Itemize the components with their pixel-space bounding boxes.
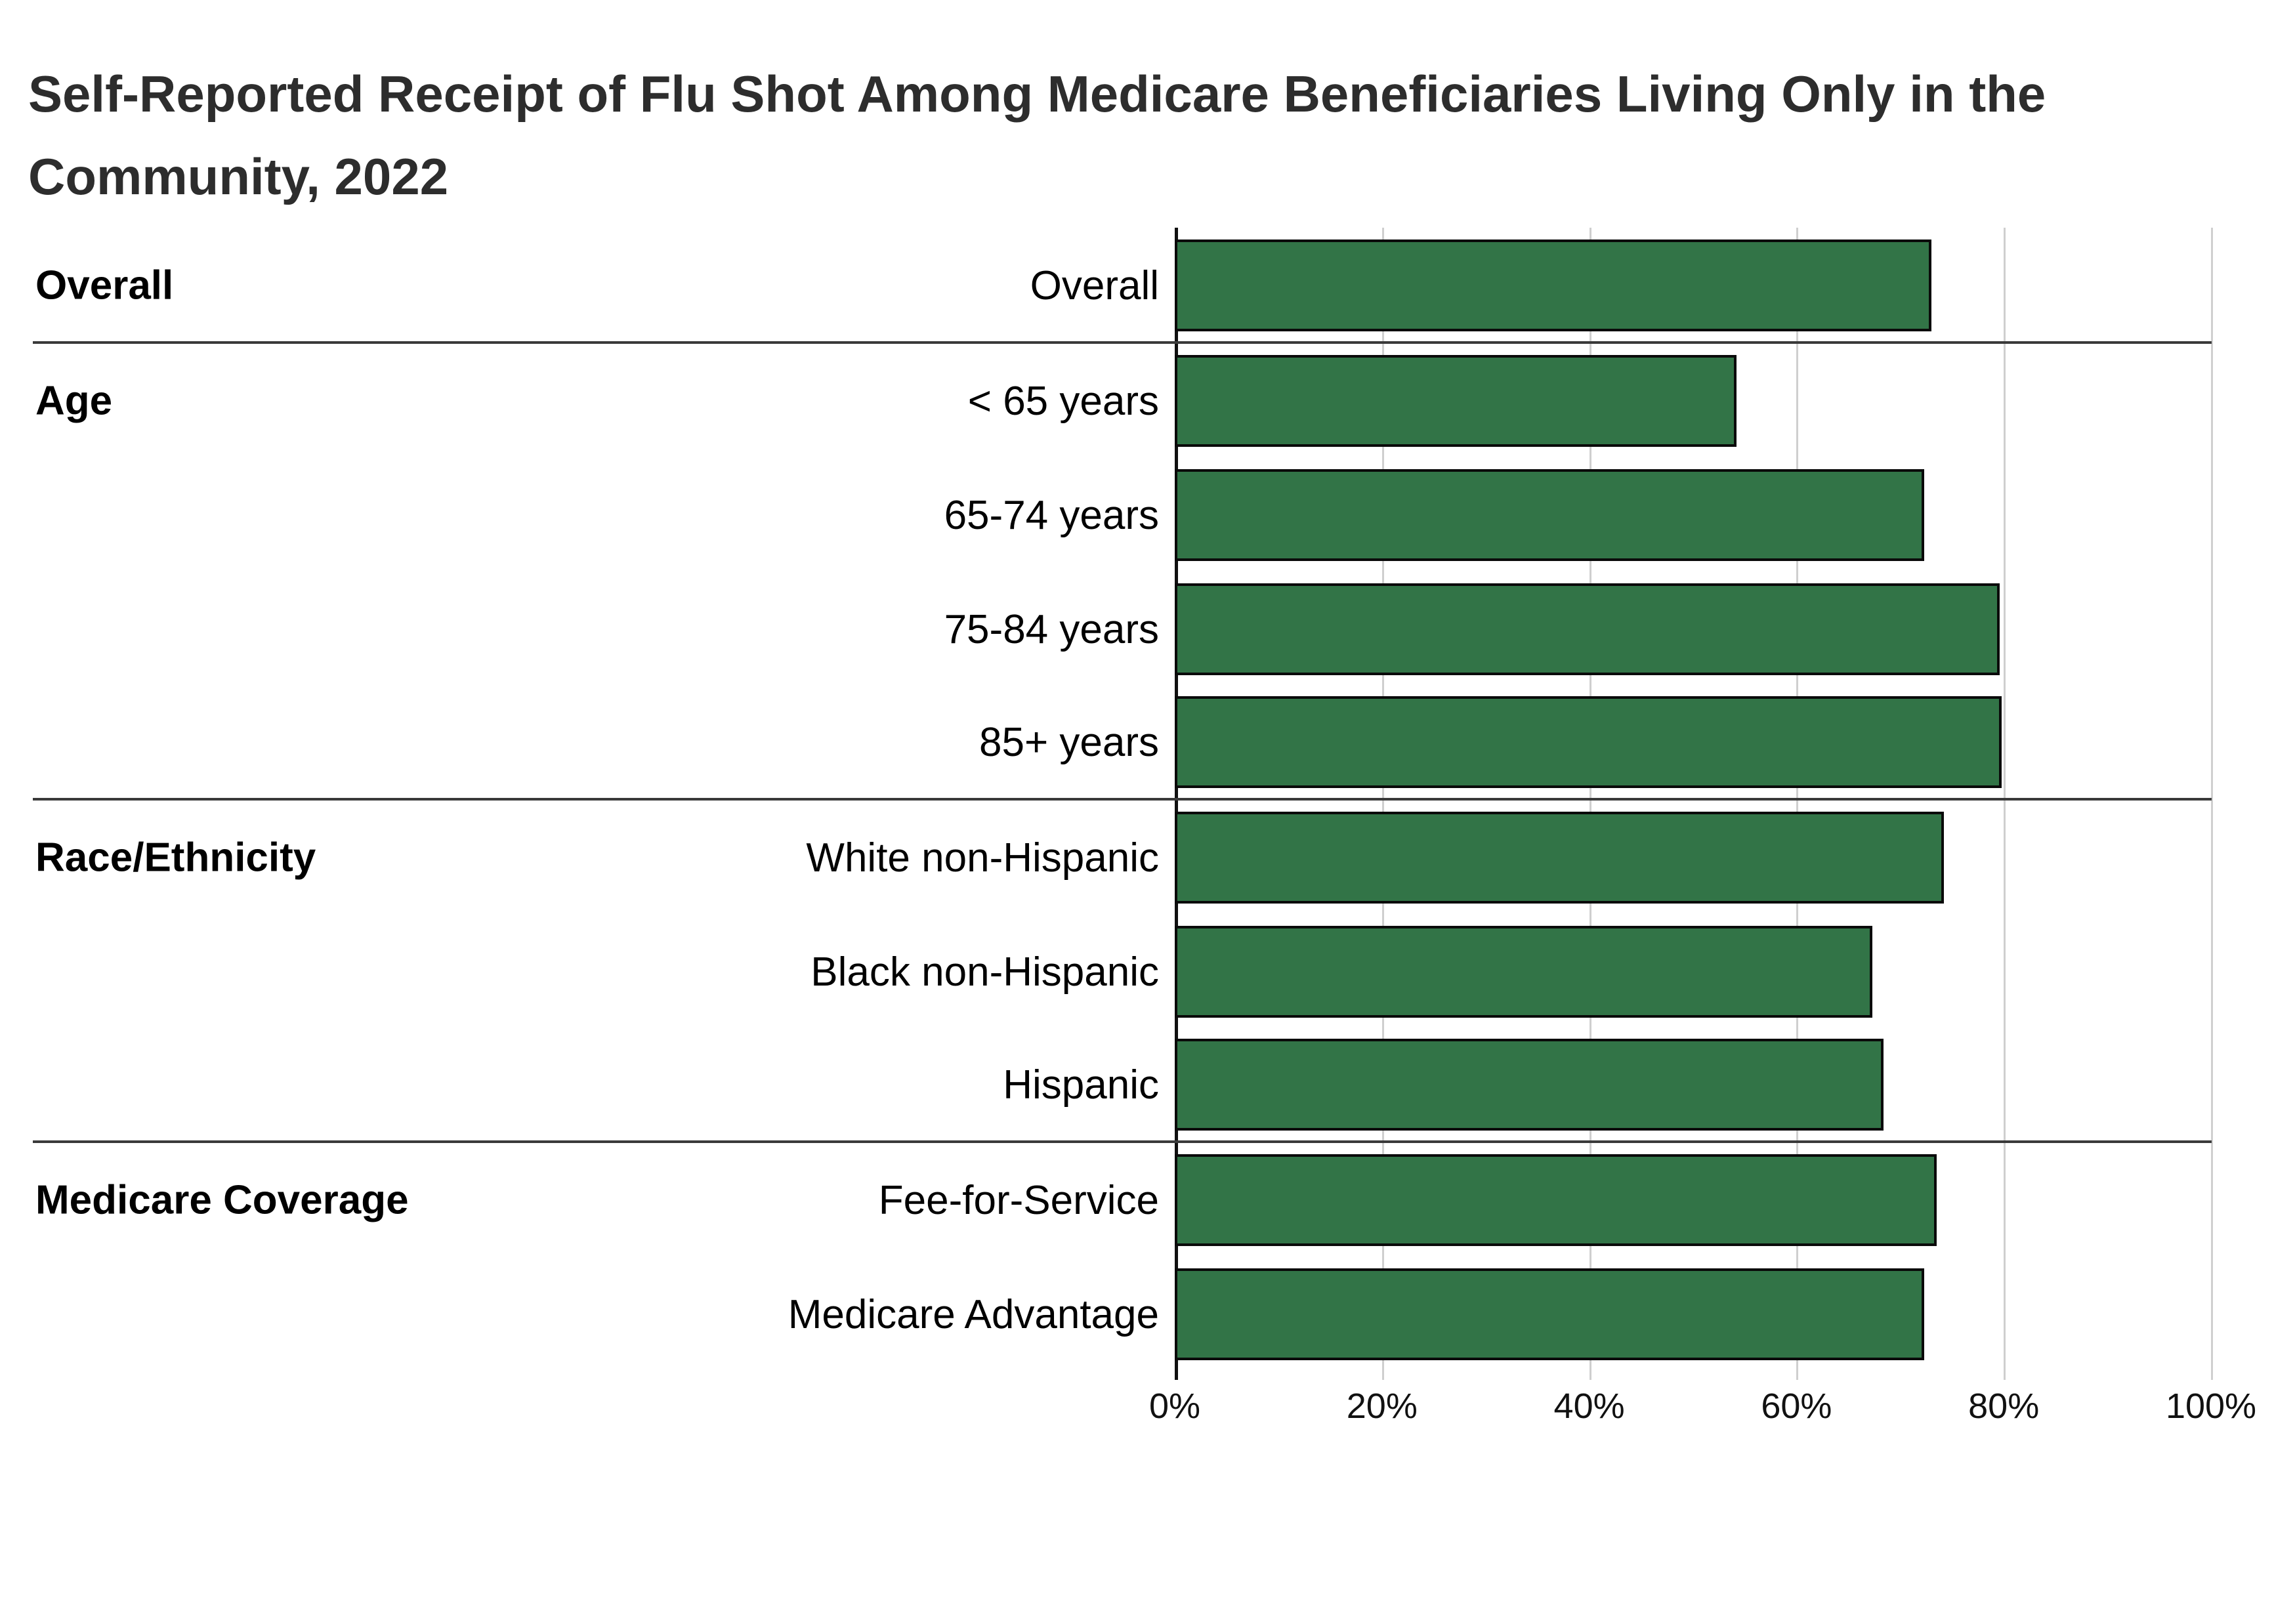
gridline-40	[1589, 228, 1591, 1380]
row-label: Medicare Advantage	[788, 1291, 1159, 1337]
group-section: Medicare Coverage Fee-for-Service Medicare…	[33, 1143, 2212, 1371]
bar-row: 65-74 years	[33, 458, 2212, 572]
gridline-60	[1796, 228, 1799, 1380]
x-tick-label: 20%	[1346, 1386, 1418, 1426]
bar-area	[1175, 230, 2211, 341]
bar-area	[1175, 1143, 2211, 1257]
label-column: 75-84 years	[33, 572, 1175, 686]
gridline-20	[1381, 228, 1384, 1380]
label-column: Race/Ethnicity White non-Hispanic	[33, 801, 1175, 915]
bar-groups: Overall Overall Age < 65 years 65-74 years 75…	[33, 230, 2212, 1371]
bar-row: Hispanic	[33, 1029, 2212, 1140]
row-label: Overall	[1030, 262, 1159, 308]
bar-row: Black non-Hispanic	[33, 915, 2212, 1029]
bar	[1175, 1268, 1924, 1360]
row-label: White non-Hispanic	[806, 835, 1159, 881]
x-axis: 0% 20% 40% 60% 80% 100%	[0, 1386, 2274, 1432]
x-tick-label: 80%	[1968, 1386, 2040, 1426]
label-column: Overall Overall	[33, 230, 1175, 341]
group-label: Overall	[35, 262, 174, 308]
row-label: Fee-for-Service	[878, 1177, 1159, 1223]
group-label: Age	[35, 378, 113, 424]
chart-title: Self-Reported Receipt of Flu Shot Among …	[28, 52, 2214, 218]
bar-area	[1175, 915, 2211, 1029]
bar-row: 75-84 years	[33, 572, 2212, 686]
flu-shot-bar-chart: Overall Overall Age < 65 years 65-74 years 75…	[33, 228, 2213, 1380]
bar	[1175, 355, 1737, 447]
bar	[1175, 239, 1931, 331]
bar-row: Medicare Advantage	[33, 1257, 2212, 1371]
chart-title-line-1: Self-Reported Receipt of Flu Shot Among …	[28, 65, 2046, 123]
label-column: Age < 65 years	[33, 344, 1175, 458]
y-axis-line	[1175, 228, 1178, 1380]
chart-title-line-2: Community, 2022	[28, 148, 449, 206]
row-label: Black non-Hispanic	[811, 949, 1159, 995]
bar	[1175, 812, 1944, 904]
bar	[1175, 583, 2000, 675]
bar	[1175, 469, 1924, 561]
x-tick-label: 40%	[1553, 1386, 1625, 1426]
gridline-100	[2211, 228, 2213, 1380]
bar-area	[1175, 686, 2211, 798]
x-tick-label: 0%	[1148, 1386, 1201, 1426]
bar-area	[1175, 1257, 2211, 1371]
row-label: Hispanic	[1003, 1062, 1159, 1108]
bar-area	[1175, 458, 2211, 572]
bar-row: Race/Ethnicity White non-Hispanic	[33, 801, 2212, 915]
bar	[1175, 1154, 1937, 1246]
group-label: Race/Ethnicity	[35, 835, 316, 881]
label-column: 65-74 years	[33, 458, 1175, 572]
gridline-layer	[1175, 228, 2213, 1380]
group-section: Race/Ethnicity White non-Hispanic Black no…	[33, 801, 2212, 1143]
group-section: Age < 65 years 65-74 years 75-84 years 85+ y…	[33, 344, 2212, 801]
bar-row: Medicare Coverage Fee-for-Service	[33, 1143, 2212, 1257]
bar	[1175, 926, 1872, 1018]
label-column: Medicare Advantage	[33, 1257, 1175, 1371]
bar-area	[1175, 801, 2211, 915]
label-column: 85+ years	[33, 686, 1175, 798]
bar-row: Overall Overall	[33, 230, 2212, 341]
label-column: Hispanic	[33, 1029, 1175, 1140]
row-label: 85+ years	[979, 719, 1159, 765]
row-label: < 65 years	[967, 378, 1159, 424]
bar	[1175, 1039, 1884, 1131]
group-label: Medicare Coverage	[35, 1177, 409, 1223]
bar-area	[1175, 1029, 2211, 1140]
label-column: Black non-Hispanic	[33, 915, 1175, 1029]
bar-row: 85+ years	[33, 686, 2212, 798]
bar-area	[1175, 344, 2211, 458]
label-column: Medicare Coverage Fee-for-Service	[33, 1143, 1175, 1257]
gridline-80	[2004, 228, 2006, 1380]
x-tick-label: 100%	[2165, 1386, 2257, 1426]
bar	[1175, 696, 2002, 788]
bar-row: Age < 65 years	[33, 344, 2212, 458]
row-label: 65-74 years	[944, 492, 1159, 538]
row-label: 75-84 years	[944, 606, 1159, 652]
group-section: Overall Overall	[33, 230, 2212, 344]
x-tick-label: 60%	[1761, 1386, 1832, 1426]
bar-area	[1175, 572, 2211, 686]
